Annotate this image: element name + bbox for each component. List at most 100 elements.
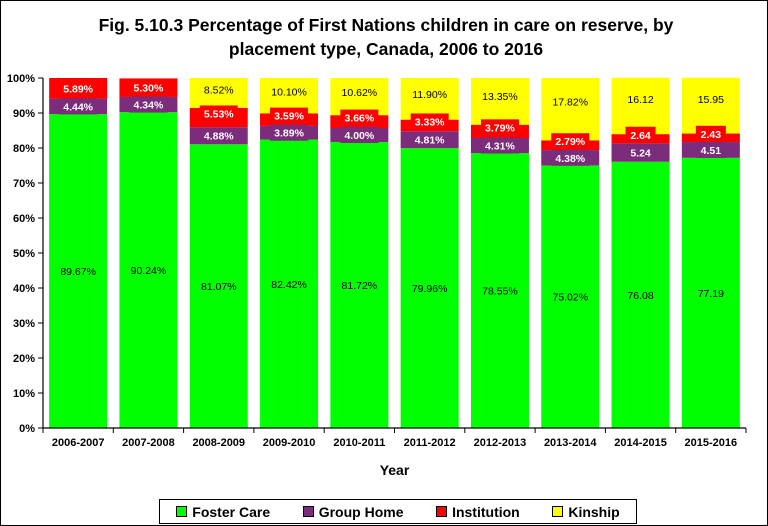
bar-segment xyxy=(611,77,670,135)
bar-segment xyxy=(470,78,529,125)
data-label-badge-group-home xyxy=(480,137,519,154)
bar-segment xyxy=(400,78,459,120)
data-label-institution: 5.89% xyxy=(63,83,93,95)
data-label-foster-care: 89.67% xyxy=(60,266,96,278)
bar-segment xyxy=(330,78,389,116)
y-tick-label: 70% xyxy=(13,178,35,190)
bar-group-2013-2014 xyxy=(541,77,600,428)
bar-segment xyxy=(260,78,319,114)
data-label-badge-institution xyxy=(480,119,519,136)
data-label-badge-institution xyxy=(270,107,309,124)
x-tick-label: 2008-2009 xyxy=(192,437,245,449)
data-label-institution: 2.64 xyxy=(630,130,651,142)
data-label-badge-institution xyxy=(59,80,98,97)
legend-label: Foster Care xyxy=(192,503,271,520)
data-label-badge-group-home xyxy=(695,141,726,158)
data-label-foster-care: 81.72% xyxy=(342,280,378,292)
x-tick-label: 2012-2013 xyxy=(474,437,527,449)
bar-segment xyxy=(49,114,108,428)
data-label-institution: 3.79% xyxy=(485,122,515,134)
bar-segment xyxy=(400,148,459,428)
data-label-group-home: 4.38% xyxy=(555,153,585,165)
legend-item: Institution xyxy=(436,504,520,520)
bar-group-2011-2012 xyxy=(400,78,459,428)
data-label-badge-institution xyxy=(695,125,726,142)
data-label-badge-group-home xyxy=(59,98,98,115)
data-label-group-home: 4.31% xyxy=(485,141,515,153)
bar-segment xyxy=(470,153,529,428)
data-label-badge-institution xyxy=(340,109,379,126)
legend-swatch xyxy=(552,506,564,517)
data-label-kinship: 16.12 xyxy=(627,94,653,106)
data-label-kinship: 17.82% xyxy=(552,97,588,109)
data-label-kinship: 10.62% xyxy=(342,87,378,99)
data-label-kinship: 11.90% xyxy=(412,89,447,101)
data-label-institution: 5.30% xyxy=(134,83,164,95)
x-tick-label: 2007-2008 xyxy=(122,437,175,449)
data-label-badge-group-home xyxy=(551,149,590,166)
x-tick-label: 2006-2007 xyxy=(52,437,105,449)
data-label-badge-institution xyxy=(410,113,449,130)
data-label-badge-group-home xyxy=(129,96,168,113)
data-label-group-home: 3.89% xyxy=(274,128,304,140)
bar-group-2008-2009 xyxy=(189,78,248,428)
y-tick-label: 80% xyxy=(13,143,35,155)
data-label-kinship: 10.10% xyxy=(271,86,307,98)
legend-swatch xyxy=(302,506,314,517)
data-label-institution: 3.66% xyxy=(344,113,374,125)
bar-segment xyxy=(541,77,600,141)
chart-title-line-1: Fig. 5.10.3 Percentage of First Nations … xyxy=(98,15,674,35)
legend-label: Kinship xyxy=(568,503,620,520)
bar-segment xyxy=(611,161,670,428)
y-tick-label: 90% xyxy=(13,108,35,120)
bar-group-2015-2016 xyxy=(681,77,740,428)
bar-segment xyxy=(541,165,600,428)
data-label-group-home: 4.88% xyxy=(204,131,234,143)
data-label-institution: 2.43 xyxy=(701,129,722,141)
data-label-institution: 2.79% xyxy=(555,136,585,148)
legend-item: Kinship xyxy=(552,503,620,520)
bar-group-2006-2007 xyxy=(49,78,108,428)
data-label-badge-institution xyxy=(551,133,590,150)
bar-segment xyxy=(189,144,248,428)
data-label-badge-institution xyxy=(129,79,168,96)
data-label-foster-care: 75.02% xyxy=(552,292,588,304)
x-tick-label: 2009-2010 xyxy=(263,437,316,449)
data-label-foster-care: 81.07% xyxy=(201,281,237,293)
legend-swatch xyxy=(176,506,188,517)
data-label-group-home: 4.51 xyxy=(701,145,722,157)
y-tick-label: 40% xyxy=(13,283,35,295)
bar-group-2007-2008 xyxy=(119,78,178,428)
x-tick-label: 2011-2012 xyxy=(404,437,456,449)
legend-label: Group Home xyxy=(318,503,404,520)
data-label-badge-group-home xyxy=(410,131,449,148)
legend: Foster Care Group Home Institution Kinship xyxy=(159,499,637,524)
x-tick-label: 2014-2015 xyxy=(614,437,667,449)
data-label-badge-group-home xyxy=(625,144,656,161)
y-tick-label: 0% xyxy=(19,423,35,435)
data-label-badge-institution xyxy=(625,126,656,143)
x-tick-label: 2013-2014 xyxy=(544,437,597,449)
data-label-badge-group-home xyxy=(340,126,379,143)
legend-swatch xyxy=(436,506,448,517)
y-tick-label: 10% xyxy=(13,388,35,400)
data-label-kinship: 13.35% xyxy=(482,91,518,103)
data-label-group-home: 4.34% xyxy=(134,100,164,112)
legend-item: Foster Care xyxy=(176,504,270,520)
bar-segment xyxy=(119,112,178,428)
data-label-badge-institution xyxy=(199,105,238,122)
x-tick-label: 2015-2016 xyxy=(685,437,738,449)
legend-label: Institution xyxy=(452,503,520,520)
data-label-badge-group-home xyxy=(199,127,238,144)
data-label-group-home: 5.24 xyxy=(630,148,651,160)
data-label-foster-care: 77.19 xyxy=(698,288,724,300)
chart-title-line-2: placement type, Canada, 2006 to 2016 xyxy=(228,39,544,59)
data-label-institution: 3.33% xyxy=(415,116,445,128)
data-label-kinship: 8.52% xyxy=(204,84,234,96)
legend-item: Group Home xyxy=(302,503,404,520)
chart-title: Fig. 5.10.3 Percentage of First Nations … xyxy=(61,13,711,61)
bar-segment xyxy=(681,157,740,428)
data-label-institution: 3.59% xyxy=(274,111,304,123)
